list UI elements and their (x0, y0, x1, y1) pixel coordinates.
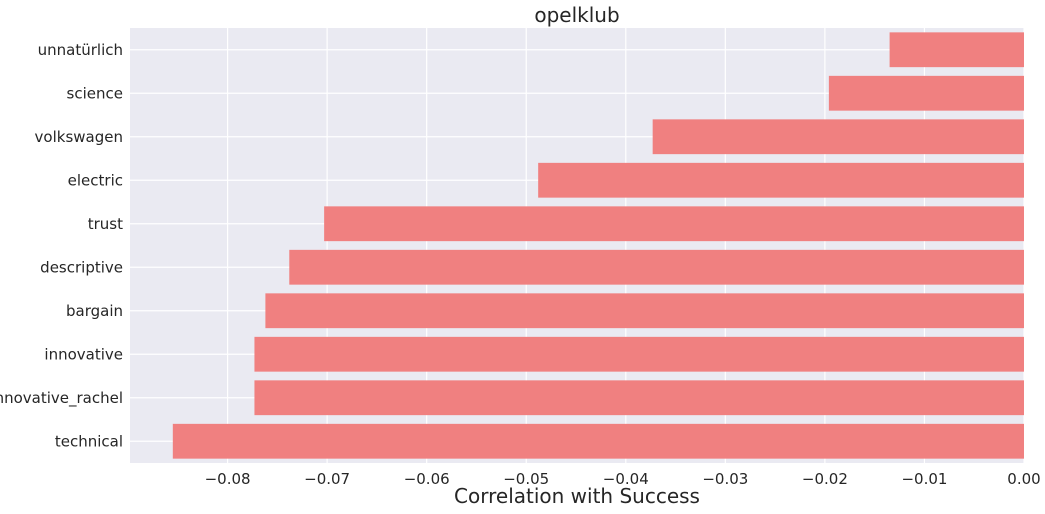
bar-bargain (265, 293, 1025, 329)
bar-unnat-rlich (889, 32, 1024, 68)
bar-innovative-rachel (254, 380, 1024, 416)
x-tick-label: −0.03 (702, 470, 748, 488)
x-tick-label: 0.00 (1007, 470, 1040, 488)
x-tick-label: −0.01 (901, 470, 947, 488)
bar-electric (538, 162, 1024, 198)
y-tick-labels: unnatürlich science volkswagen electric trus… (0, 41, 123, 451)
y-tick-label: trust (88, 215, 123, 233)
x-tick-labels: −0.08 −0.07 −0.06 −0.05 −0.04 −0.03 −0.02 −0.01… (205, 470, 1041, 488)
bar-innovative (254, 336, 1024, 372)
x-tick-label: −0.08 (205, 470, 251, 488)
y-tick-label: bargain (66, 302, 123, 320)
x-tick-label: −0.07 (304, 470, 350, 488)
y-tick-label: technical (55, 432, 123, 450)
bar-descriptive (289, 249, 1024, 285)
bar-technical (172, 423, 1024, 459)
y-tick-label: electric (68, 171, 123, 189)
chart-title: opelklub (534, 3, 619, 27)
y-tick-label: innovative_rachel (0, 389, 123, 408)
x-tick-label: −0.05 (503, 470, 549, 488)
bar-science (828, 75, 1024, 111)
y-tick-label: volkswagen (35, 128, 123, 146)
y-tick-label: science (67, 84, 123, 102)
x-axis-label: Correlation with Success (454, 484, 700, 508)
bar-volkswagen (652, 119, 1024, 155)
y-tick-label: unnatürlich (38, 41, 123, 59)
x-tick-label: −0.06 (404, 470, 450, 488)
y-tick-label: innovative (44, 345, 123, 363)
x-tick-label: −0.02 (802, 470, 848, 488)
x-tick-label: −0.04 (603, 470, 649, 488)
bar-trust (324, 206, 1024, 242)
bars (172, 32, 1025, 459)
y-tick-label: descriptive (40, 258, 123, 276)
